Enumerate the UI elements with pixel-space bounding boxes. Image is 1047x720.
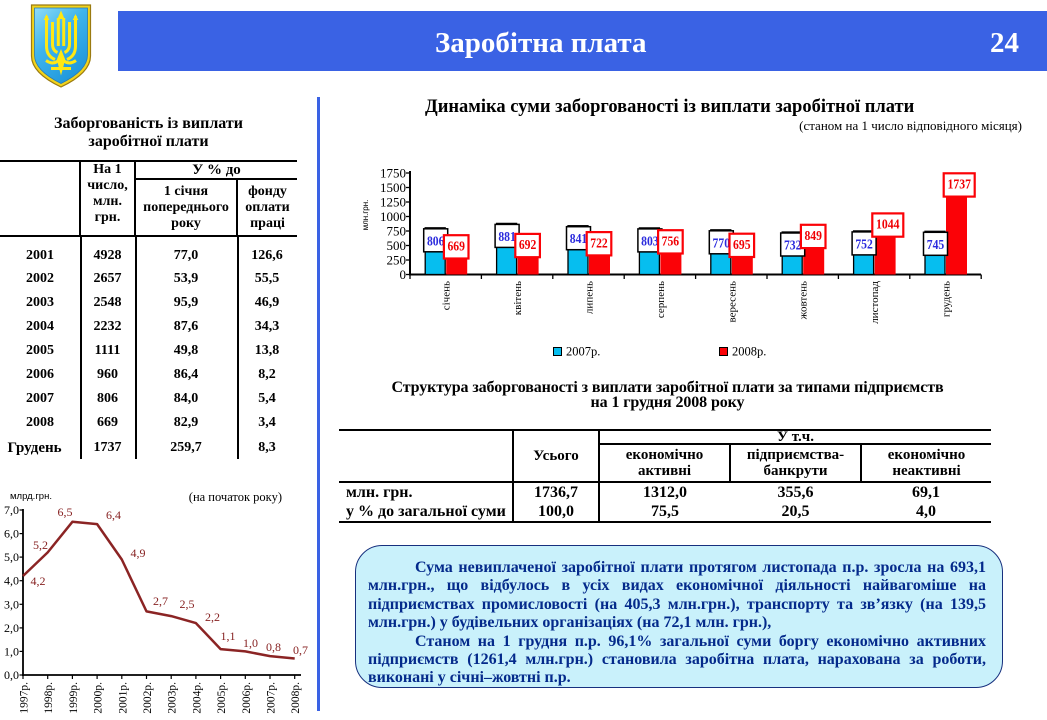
svg-text:1997р.: 1997р. <box>19 682 31 714</box>
svg-text:2007р.: 2007р. <box>566 345 600 359</box>
svg-text:806: 806 <box>427 234 445 249</box>
svg-text:5,2: 5,2 <box>33 538 48 552</box>
svg-text:2000р.: 2000р. <box>93 682 105 714</box>
svg-text:732: 732 <box>784 239 802 254</box>
svg-text:1,0: 1,0 <box>243 636 258 650</box>
svg-text:2,7: 2,7 <box>153 594 168 608</box>
svg-text:млрд.грн.: млрд.грн. <box>10 491 52 502</box>
svg-text:0,7: 0,7 <box>293 643 308 657</box>
svg-text:6,4: 6,4 <box>106 508 121 522</box>
svg-text:жовтень: жовтень <box>798 281 810 320</box>
svg-text:1,1: 1,1 <box>221 629 236 643</box>
svg-text:серпень: серпень <box>655 281 667 318</box>
svg-text:849: 849 <box>804 229 822 244</box>
svg-text:квітень: квітень <box>512 281 524 315</box>
svg-text:2003р.: 2003р. <box>167 682 179 714</box>
svg-text:млн.грн.: млн.грн. <box>361 200 370 231</box>
svg-text:2002р.: 2002р. <box>142 682 154 714</box>
svg-text:1,0: 1,0 <box>4 644 19 658</box>
svg-text:6,5: 6,5 <box>58 505 73 519</box>
svg-text:2,2: 2,2 <box>205 610 220 624</box>
svg-text:грудень: грудень <box>941 281 953 317</box>
svg-text:2005р.: 2005р. <box>216 682 228 714</box>
svg-text:2008р.: 2008р. <box>732 345 766 359</box>
svg-text:2001р.: 2001р. <box>117 682 129 714</box>
svg-text:4,9: 4,9 <box>131 546 146 560</box>
svg-text:2,0: 2,0 <box>4 621 19 635</box>
svg-text:листопад: листопад <box>869 281 881 324</box>
svg-text:1500: 1500 <box>380 180 406 195</box>
svg-text:січень: січень <box>441 281 453 310</box>
svg-text:5,0: 5,0 <box>4 550 19 564</box>
svg-text:1044: 1044 <box>876 218 900 233</box>
svg-text:(на початок року): (на початок року) <box>189 490 282 504</box>
svg-text:722: 722 <box>590 236 608 251</box>
svg-text:1999р.: 1999р. <box>68 682 80 714</box>
svg-text:669: 669 <box>447 240 465 255</box>
svg-text:липень: липень <box>584 281 596 314</box>
svg-text:0,0: 0,0 <box>4 668 19 682</box>
svg-text:6,0: 6,0 <box>4 527 19 541</box>
svg-text:2,5: 2,5 <box>180 597 195 611</box>
svg-text:0,8: 0,8 <box>266 640 281 654</box>
svg-text:1250: 1250 <box>380 195 406 210</box>
svg-text:2004р.: 2004р. <box>191 682 203 714</box>
svg-text:841: 841 <box>570 232 588 247</box>
svg-text:695: 695 <box>733 238 751 253</box>
svg-text:4,0: 4,0 <box>4 574 19 588</box>
svg-text:692: 692 <box>519 238 537 253</box>
svg-text:3,0: 3,0 <box>4 597 19 611</box>
svg-text:881: 881 <box>498 230 515 245</box>
svg-text:770: 770 <box>713 236 731 251</box>
svg-text:1000: 1000 <box>380 209 406 224</box>
svg-text:745: 745 <box>927 238 945 253</box>
svg-text:750: 750 <box>387 224 407 239</box>
svg-text:1998р.: 1998р. <box>43 682 55 714</box>
svg-text:1737: 1737 <box>947 178 971 193</box>
svg-text:500: 500 <box>387 238 407 253</box>
svg-text:803: 803 <box>641 234 659 249</box>
svg-text:1750: 1750 <box>380 166 406 181</box>
svg-text:2006р.: 2006р. <box>241 682 253 714</box>
svg-text:2008р.: 2008р. <box>290 682 302 714</box>
svg-text:4,2: 4,2 <box>31 574 46 588</box>
svg-text:756: 756 <box>662 235 680 250</box>
svg-text:7,0: 7,0 <box>4 503 19 517</box>
svg-text:вересень: вересень <box>726 281 738 322</box>
svg-text:250: 250 <box>387 253 407 268</box>
svg-text:0: 0 <box>400 267 407 282</box>
svg-text:2007р.: 2007р. <box>266 682 278 714</box>
svg-text:752: 752 <box>855 237 873 252</box>
